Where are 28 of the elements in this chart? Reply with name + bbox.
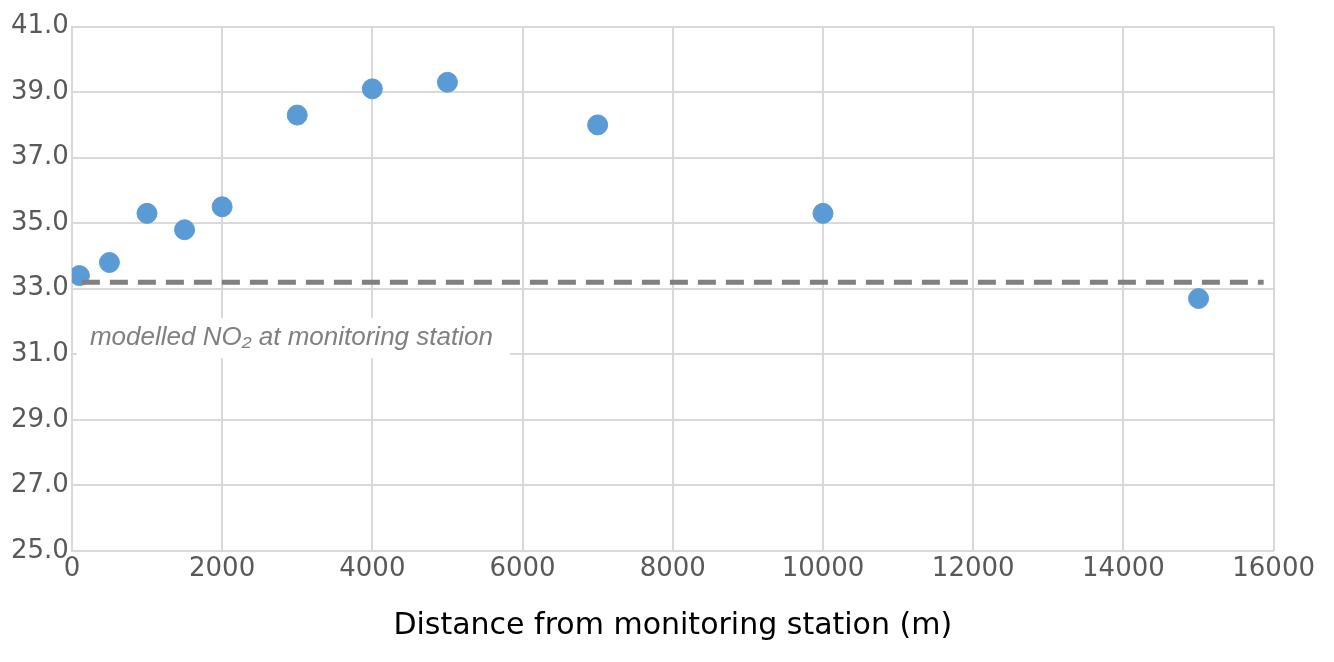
point (98, 251, 120, 273)
point (587, 114, 609, 136)
y-tick-label: 39.0 (11, 74, 69, 105)
y-tick-label: 31.0 (11, 336, 69, 367)
ref-line-label: modelled NO₂ at monitoring station (89, 321, 493, 352)
point (436, 71, 458, 93)
x-tick-label: 8000 (639, 552, 706, 583)
y-tick-label: 37.0 (11, 140, 69, 171)
x-tick-label: 4000 (339, 552, 406, 583)
x-tick-label: 10000 (781, 552, 865, 583)
y-tick-label: 41.0 (11, 9, 69, 40)
x-tick-label: 6000 (489, 552, 556, 583)
y-tick-label: 35.0 (11, 205, 69, 236)
y-tick-label: 33.0 (11, 271, 69, 302)
point (174, 219, 196, 241)
x-tick-label: 16000 (1232, 552, 1315, 583)
point (136, 202, 158, 224)
y-tick-label: 29.0 (11, 402, 69, 433)
point (1188, 288, 1210, 310)
x-tick-label: 2000 (189, 552, 256, 583)
x-tick-label: 12000 (931, 552, 1015, 583)
x-tick-label: 14000 (1082, 552, 1165, 583)
point (211, 196, 233, 218)
point (361, 78, 383, 100)
y-tick-label: 27.0 (11, 468, 69, 499)
point (286, 104, 308, 126)
point (812, 202, 834, 224)
x-axis-title: Distance from monitoring station (m) (393, 605, 953, 641)
